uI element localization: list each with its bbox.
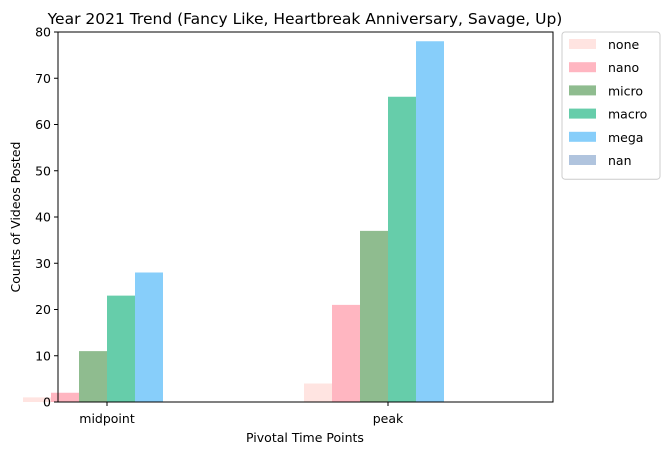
legend-swatch-nano [569,62,596,73]
y-tick-label: 0 [43,395,51,410]
bar-macro-midpoint [107,295,135,402]
y-tick-label: 20 [35,302,51,317]
bar-macro-peak [388,96,416,402]
y-tick-label: 60 [35,117,51,132]
legend-label-nano: nano [608,60,639,75]
chart-title: Year 2021 Trend (Fancy Like, Heartbreak … [47,10,563,28]
bar-none-peak [304,383,332,402]
legend-label-nan: nan [608,153,632,168]
legend-swatch-nan [569,155,596,165]
bar-mega-peak [416,41,444,402]
y-tick-label: 30 [35,256,51,271]
legend-label-macro: macro [608,107,647,122]
x-axis: midpoint peak [79,402,404,426]
bar-nano-peak [332,304,360,402]
y-tick-label: 40 [35,210,51,225]
legend-swatch-mega [569,131,596,142]
legend-swatch-micro [569,85,596,96]
bar-none-midpoint [23,397,51,402]
bar-nano-midpoint [51,392,79,402]
bar-mega-midpoint [135,272,163,402]
y-axis-label: Counts of Videos Posted [8,142,23,293]
legend: none nano micro macro mega nan [561,31,661,180]
x-tick-label-midpoint: midpoint [79,411,135,426]
legend-label-none: none [608,37,639,52]
y-axis: 0 10 20 30 40 50 60 70 80 [35,25,58,410]
x-tick-label-peak: peak [373,411,404,426]
bars-group [23,41,444,402]
legend-label-micro: micro [608,83,643,98]
bar-micro-peak [360,230,388,402]
y-tick-label: 10 [35,348,51,363]
y-tick-label: 50 [35,163,51,178]
bar-micro-midpoint [79,351,107,402]
legend-swatch-none [569,39,596,49]
y-tick-label: 70 [35,71,51,86]
legend-label-mega: mega [608,130,643,145]
legend-swatch-macro [569,108,596,119]
y-tick-label: 80 [35,25,51,40]
x-axis-label: Pivotal Time Points [246,430,364,445]
